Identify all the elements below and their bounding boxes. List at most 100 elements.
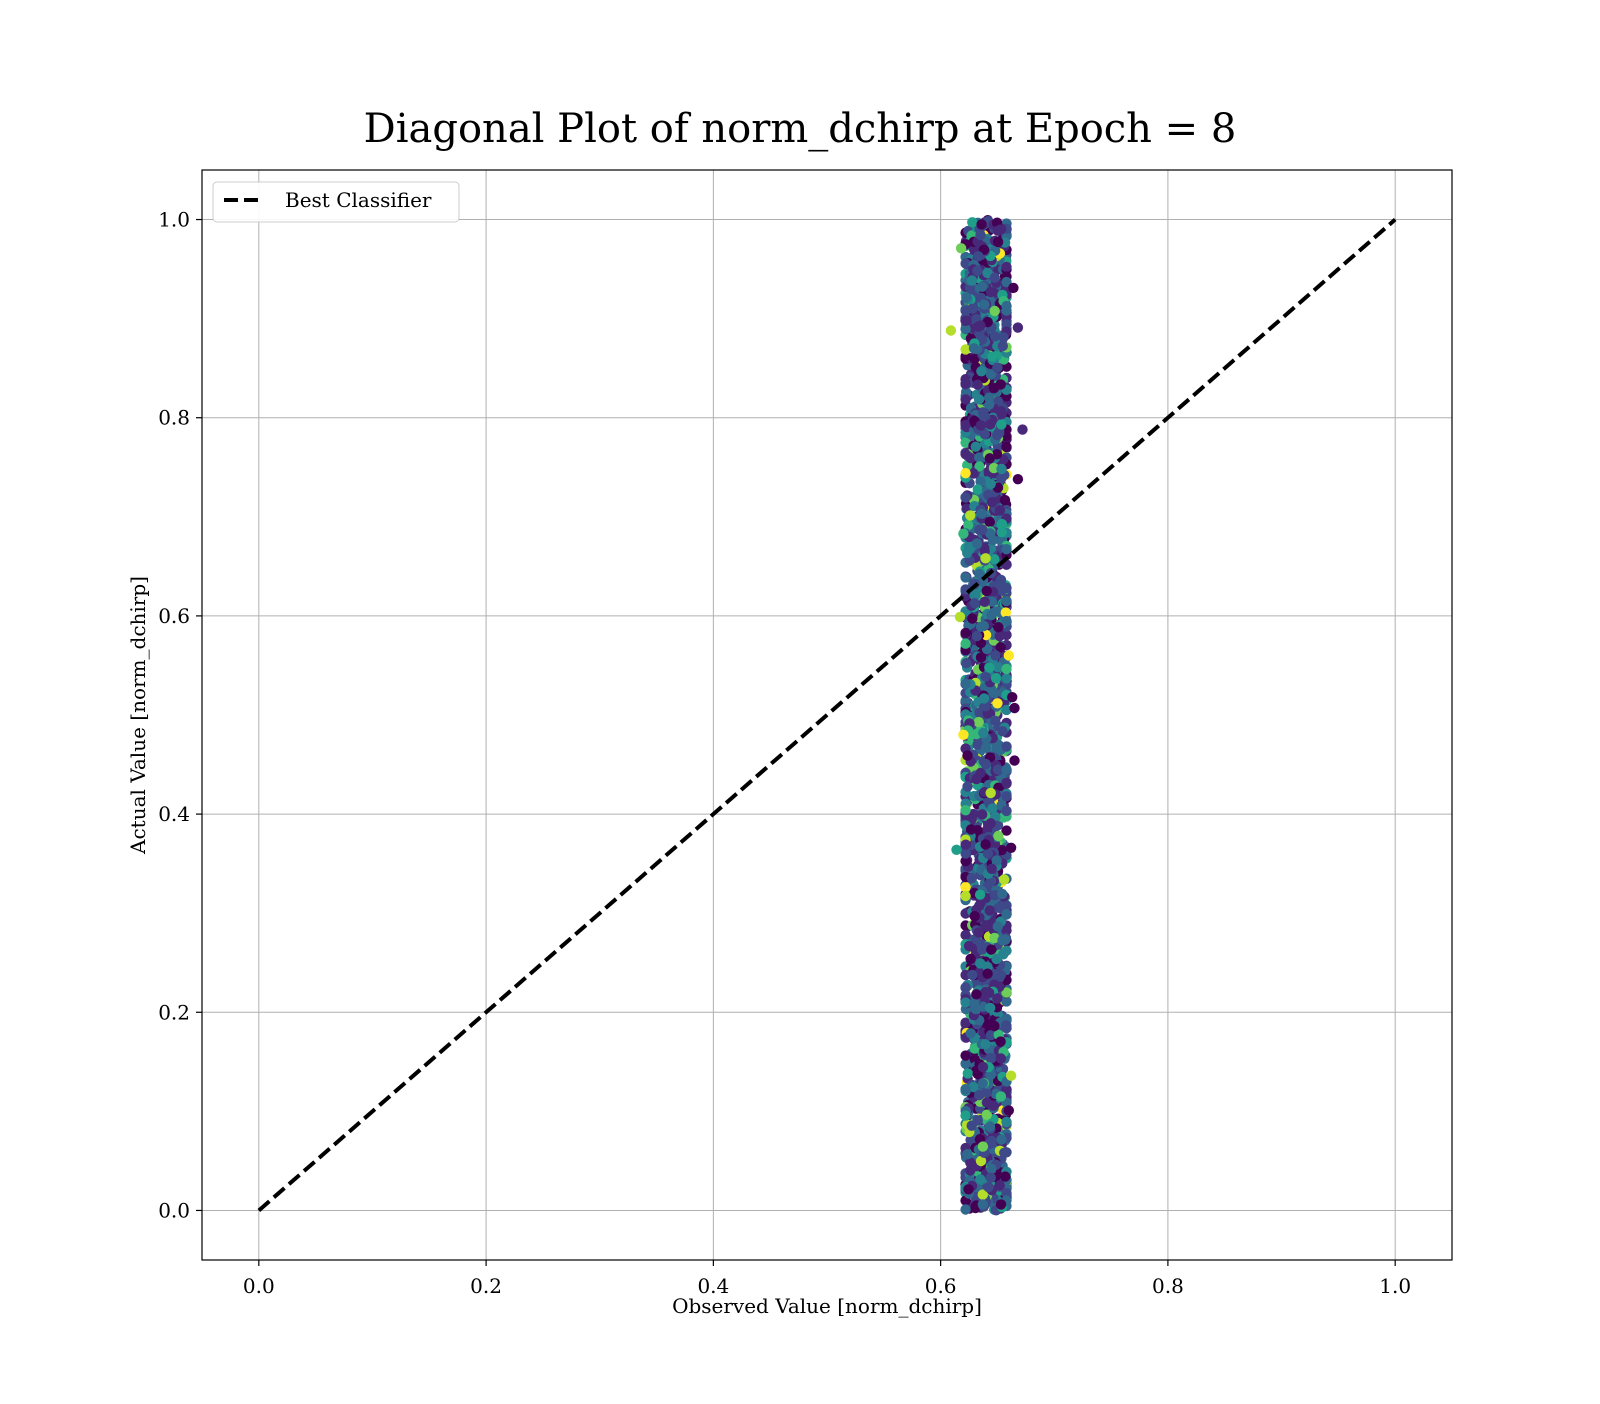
scatter-point: [987, 803, 998, 814]
scatter-point: [1001, 300, 1012, 312]
scatter-point: [1001, 441, 1012, 453]
scatter-point: [986, 863, 997, 874]
scatter-point: [992, 764, 1004, 775]
scatter-point: [966, 1120, 977, 1131]
scatter-point: [960, 982, 971, 993]
scatter-point: [991, 855, 1002, 866]
scatter-point: [975, 476, 986, 487]
scatter-point: [991, 953, 1002, 965]
scatter-point: [995, 406, 1007, 417]
scatter-point: [1017, 424, 1028, 435]
scatter-point: [996, 463, 1007, 475]
scatter-point: [989, 305, 1000, 317]
scatter-point: [965, 510, 976, 521]
scatter-point: [961, 292, 972, 303]
scatter-point: [992, 225, 1003, 236]
scatter-point: [960, 1017, 971, 1028]
scatter-point: [980, 1039, 991, 1050]
scatter-point: [962, 1068, 973, 1079]
scatter-point: [999, 494, 1011, 506]
scatter-point: [977, 1141, 989, 1152]
scatter-point: [996, 518, 1008, 530]
scatter-point: [967, 303, 978, 314]
scatter-point: [960, 638, 971, 649]
scatter-point: [960, 839, 971, 850]
scatter-point: [992, 362, 1003, 373]
scatter-point: [992, 662, 1003, 673]
scatter-point: [999, 874, 1010, 885]
scatter-point: [1001, 595, 1012, 607]
scatter-point: [966, 873, 977, 884]
scatter-point: [960, 1110, 971, 1121]
x-tick-label: 0.6: [925, 1274, 957, 1298]
scatter-point: [994, 630, 1005, 642]
scatter-point: [1001, 825, 1012, 836]
scatter-point: [1005, 842, 1017, 853]
scatter-point: [982, 968, 993, 979]
y-tick-label: 1.0: [158, 208, 190, 232]
scatter-point: [971, 773, 982, 785]
scatter-point: [1001, 261, 1012, 273]
scatter-point: [974, 461, 985, 472]
scatter-point: [985, 478, 996, 490]
scatter-point: [962, 750, 973, 761]
scatter-point: [960, 437, 971, 448]
scatter-point: [986, 1163, 997, 1174]
scatter-point: [973, 927, 984, 938]
scatter-point: [962, 547, 973, 559]
scatter-point: [984, 662, 995, 673]
scatter-point: [996, 527, 1007, 538]
chart-title: Diagonal Plot of norm_dchirp at Epoch = …: [364, 106, 1237, 152]
scatter-point: [960, 855, 971, 867]
scatter-point: [969, 353, 980, 364]
y-tick-label: 0.8: [158, 406, 190, 430]
scatter-point: [975, 1174, 986, 1185]
scatter-point: [996, 1134, 1007, 1145]
scatter-point: [987, 351, 998, 362]
scatter-point: [989, 272, 1000, 283]
legend-entry-best-classifier: Best Classifier: [285, 188, 432, 212]
scatter-point: [965, 824, 977, 835]
scatter-point: [974, 1089, 985, 1101]
scatter-point: [992, 921, 1003, 932]
best-classifier-line: [257, 218, 1397, 1212]
scatter-point: [989, 331, 1000, 342]
scatter-point: [992, 698, 1003, 709]
scatter-point: [965, 1028, 976, 1039]
scatter-point: [960, 492, 971, 503]
scatter-point: [960, 997, 971, 1008]
scatter-point: [976, 219, 987, 230]
scatter-point: [960, 929, 971, 941]
scatter-point: [962, 781, 973, 792]
scatter-point: [976, 366, 987, 377]
scatter-point: [988, 382, 1000, 394]
scatter-point: [1001, 319, 1012, 330]
scatter-point: [988, 1100, 999, 1111]
scatter-point: [982, 848, 994, 859]
scatter-point: [1001, 805, 1012, 817]
scatter-point: [995, 1091, 1007, 1102]
scatter-point: [990, 673, 1002, 684]
scatter-point: [1001, 1022, 1012, 1034]
scatter-point: [970, 441, 981, 452]
scatter-point: [1009, 755, 1020, 766]
scatter-point: [986, 1135, 997, 1147]
y-tick-label: 0.2: [158, 1000, 190, 1024]
scatter-point: [968, 343, 980, 354]
scatter-point: [997, 340, 1008, 352]
scatter-point: [984, 528, 996, 539]
scatter-point: [960, 1084, 971, 1095]
scatter-point: [951, 844, 962, 855]
x-axis-ticks: 0.0 0.2 0.4 0.6 0.8 1.0: [243, 1260, 1411, 1298]
scatter-point: [970, 1003, 981, 1015]
scatter-point: [983, 1182, 994, 1193]
scatter-point: [989, 932, 1000, 944]
scatter-point: [974, 889, 986, 900]
scatter-point: [995, 1199, 1007, 1210]
scatter-point: [994, 505, 1006, 516]
scatter-point: [975, 229, 986, 241]
x-tick-label: 0.8: [1152, 1274, 1184, 1298]
scatter-point: [966, 275, 978, 286]
scatter-point: [985, 419, 996, 430]
scatter-point: [960, 890, 971, 902]
